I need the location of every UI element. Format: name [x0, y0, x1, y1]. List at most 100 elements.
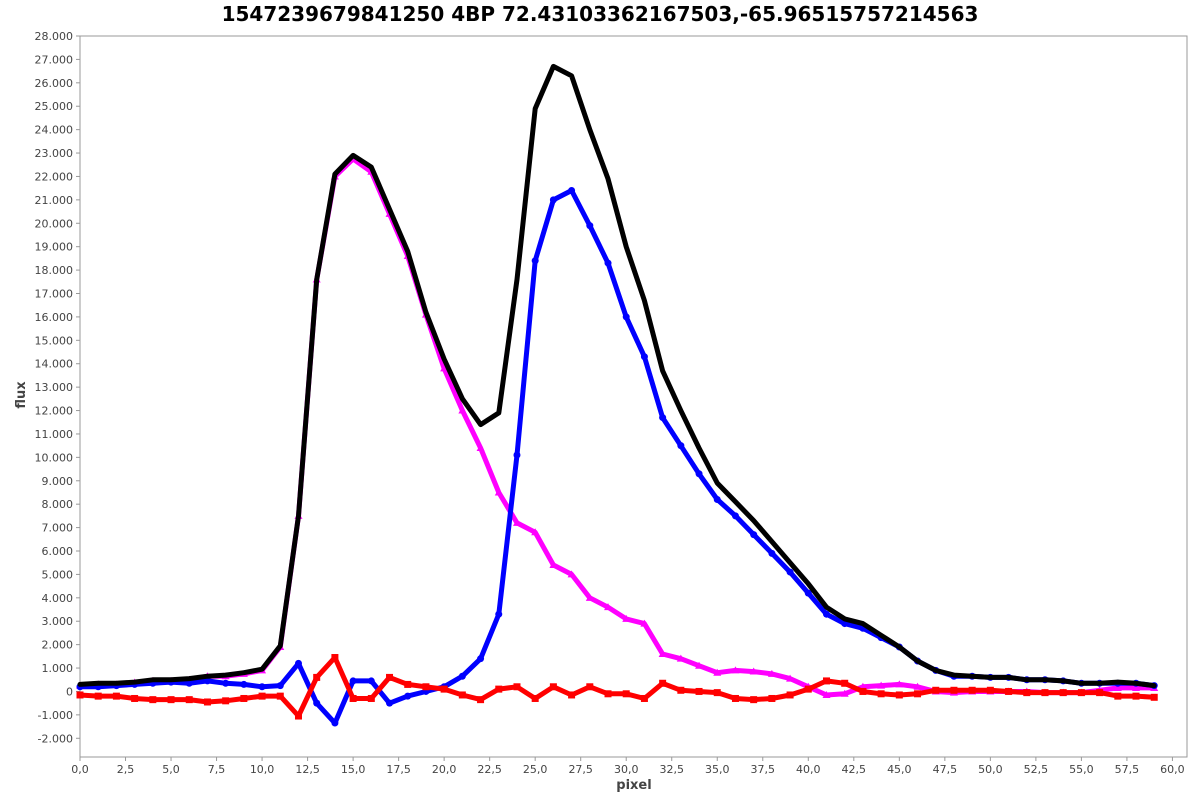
x-tick-label: 45,0 — [887, 763, 912, 776]
x-tick-label: 20,0 — [432, 763, 457, 776]
data-point — [913, 682, 922, 690]
y-tick-label: 13.000 — [35, 381, 74, 394]
data-point — [713, 689, 721, 697]
series-layer — [76, 63, 1159, 727]
data-point — [768, 694, 776, 702]
data-point — [531, 528, 540, 536]
data-point — [513, 451, 521, 459]
data-point — [986, 686, 994, 694]
data-point — [477, 696, 485, 704]
y-tick-label: 18.000 — [35, 264, 74, 277]
data-point — [568, 691, 576, 699]
data-point — [94, 692, 102, 700]
y-tick-label: 28.000 — [35, 30, 74, 43]
data-point — [404, 692, 412, 700]
data-point — [185, 679, 193, 687]
data-point — [750, 531, 758, 539]
y-tick-label: 14.000 — [35, 358, 74, 371]
data-point — [1059, 689, 1067, 697]
data-point — [895, 691, 903, 699]
data-point — [604, 690, 612, 698]
y-tick-label: -2.000 — [38, 732, 73, 745]
data-point — [1132, 692, 1140, 700]
x-tick-label: 40,0 — [796, 763, 821, 776]
data-point — [203, 698, 211, 706]
x-tick-label: 0,0 — [71, 763, 89, 776]
data-point — [750, 696, 758, 704]
y-tick-label: 3.000 — [42, 615, 74, 628]
data-point — [586, 683, 594, 691]
data-point — [822, 610, 830, 618]
data-point — [549, 683, 557, 691]
data-point — [1023, 689, 1031, 697]
y-tick-label: 20.000 — [35, 217, 74, 230]
y-tick-label: 24.000 — [35, 124, 74, 137]
data-point — [331, 654, 339, 662]
data-point — [768, 549, 776, 557]
data-point — [349, 677, 357, 685]
data-point — [877, 690, 885, 698]
x-tick-label: 42,5 — [842, 763, 867, 776]
data-point — [367, 694, 375, 702]
data-point — [458, 672, 466, 680]
data-point — [476, 444, 485, 451]
data-point — [549, 196, 557, 204]
data-point — [549, 561, 558, 569]
y-tick-label: 21.000 — [35, 194, 74, 207]
data-point — [313, 699, 321, 707]
y-tick-label: 9.000 — [42, 475, 74, 488]
data-point — [294, 712, 302, 720]
data-point — [659, 414, 667, 422]
x-tick-label: 60,0 — [1160, 763, 1185, 776]
data-point — [859, 687, 867, 695]
data-point — [640, 353, 648, 361]
y-axis: -2.000 -1.000 0 1.000 2.000 3.000 4.000 5.000 6.… — [35, 30, 80, 745]
y-tick-label: 23.000 — [35, 147, 74, 160]
data-point — [604, 603, 613, 611]
data-point — [76, 691, 84, 699]
x-tick-label: 47,5 — [933, 763, 958, 776]
data-point — [786, 691, 794, 699]
x-tick-label: 50,0 — [978, 763, 1003, 776]
data-point — [131, 694, 139, 702]
data-point — [512, 518, 521, 526]
data-point — [840, 689, 849, 697]
data-point — [586, 222, 594, 230]
data-point — [786, 674, 795, 682]
data-point — [276, 692, 284, 700]
data-point — [1005, 687, 1013, 695]
y-tick-label: 11.000 — [35, 428, 74, 441]
data-point — [440, 364, 449, 372]
data-point — [604, 259, 612, 267]
data-point — [767, 669, 776, 677]
y-tick-label: 16.000 — [35, 311, 74, 324]
data-point — [531, 694, 539, 702]
x-tick-label: 2,5 — [117, 763, 135, 776]
data-point — [1041, 689, 1049, 697]
data-point — [695, 687, 703, 695]
data-point — [968, 686, 976, 694]
plot-area — [79, 35, 1188, 758]
x-tick-label: 25,0 — [523, 763, 548, 776]
data-point — [731, 694, 739, 702]
data-point — [676, 654, 685, 662]
data-point — [731, 512, 739, 520]
data-point — [222, 679, 230, 687]
data-point — [258, 692, 266, 700]
x-tick-label: 35,0 — [705, 763, 730, 776]
chart-title: 1547239679841250 4BP 72.43103362167503,-… — [222, 2, 979, 26]
data-point — [112, 692, 120, 700]
x-axis: 0,0 2,5 5,0 7,5 10,0 12,5 15,0 17,5 20,0 22,5 25,0… — [71, 757, 1185, 776]
data-point — [640, 619, 649, 627]
data-point — [313, 673, 321, 681]
x-tick-label: 32,5 — [659, 763, 684, 776]
data-point — [841, 679, 849, 687]
data-point — [713, 668, 722, 676]
data-point — [713, 496, 721, 503]
data-point — [531, 257, 539, 265]
data-point — [677, 686, 685, 694]
data-point — [258, 683, 266, 691]
x-tick-label: 30,0 — [614, 763, 639, 776]
y-tick-label: 8.000 — [42, 498, 74, 511]
